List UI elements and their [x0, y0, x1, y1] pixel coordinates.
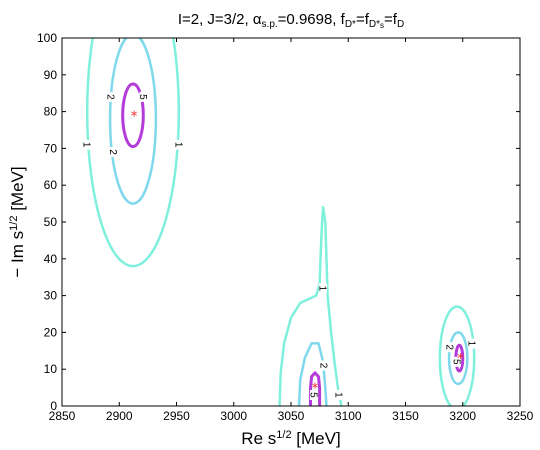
contour-label-bg — [335, 389, 344, 400]
cluster-c-level-1 — [438, 305, 476, 406]
contour-label: 2 — [107, 149, 118, 155]
contour-label: 1 — [465, 341, 476, 347]
axis-label-sup: 1/2 — [8, 216, 20, 231]
x-tick-label: 2950 — [163, 409, 190, 423]
y-tick-label: 20 — [44, 325, 58, 339]
contour-label-bg — [453, 356, 462, 367]
title-part: s.p. — [262, 19, 278, 30]
title-part: =0.9698, f — [278, 11, 346, 28]
y-tick-label: 10 — [44, 362, 58, 376]
y-tick-label: 90 — [44, 68, 58, 82]
contour-label: 1 — [333, 392, 344, 398]
x-tick-label: 3200 — [449, 409, 476, 423]
y-tick-label: 60 — [44, 178, 58, 192]
y-axis-label: − Im s1/2 [MeV] — [8, 166, 27, 277]
title-part: D* — [369, 19, 380, 30]
pole-a: * — [131, 109, 138, 124]
axis-label-base: − Im s — [8, 231, 27, 278]
contour-label-bg — [83, 139, 92, 150]
title-part: =f — [384, 11, 398, 28]
contour-label-bg — [319, 283, 328, 294]
contour-label: 2 — [318, 363, 329, 369]
contour-label-bg — [309, 389, 318, 400]
cluster-a-level-1 — [85, 38, 181, 268]
x-axis-ticks: 2850 2900 2950 3000 3050 3100 3150 3200 3250 — [49, 38, 534, 423]
contour-label: 1 — [172, 142, 183, 148]
x-tick-label: 3050 — [278, 409, 305, 423]
contour-label: 1 — [317, 285, 328, 291]
contour-lines — [85, 38, 476, 406]
x-tick-label: 2850 — [49, 409, 76, 423]
contour-label-bg — [446, 342, 455, 353]
contour-label: 5 — [137, 94, 148, 100]
pole-markers: * * * — [131, 109, 464, 396]
contour-label: 1 — [81, 142, 92, 148]
axis-label-sup: 1/2 — [276, 429, 291, 441]
cluster-c-level-2 — [447, 331, 469, 386]
cluster-a-level-2 — [108, 38, 158, 205]
chart-title: I=2, J=3/2, αs.p.=0.9698, fD*=fD*s=fD — [178, 11, 404, 30]
cluster-b-level-2 — [297, 342, 328, 406]
y-tick-label: 50 — [44, 215, 58, 229]
x-tick-label: 3000 — [220, 409, 247, 423]
y-tick-label: 80 — [44, 105, 58, 119]
cluster-b-level-1 — [278, 206, 343, 406]
axis-label-unit: [MeV] — [292, 429, 341, 448]
y-tick-label: 40 — [44, 252, 58, 266]
contour-label-bg — [107, 91, 116, 102]
x-tick-label: 2900 — [106, 409, 133, 423]
axis-label-base: Re s — [241, 429, 276, 448]
contour-label-bg — [320, 360, 329, 371]
title-part: D — [397, 19, 404, 30]
x-tick-label: 3150 — [392, 409, 419, 423]
axis-label-unit: [MeV] — [8, 166, 27, 215]
contour-label: 5 — [451, 359, 462, 365]
title-part: I=2, J=3/2, α — [178, 11, 262, 28]
y-tick-label: 0 — [50, 399, 57, 413]
pole-b: * — [312, 382, 319, 397]
cluster-b-level-5 — [309, 371, 322, 406]
x-axis-label: Re s1/2 [MeV] — [241, 429, 340, 448]
x-tick-label: 3100 — [335, 409, 362, 423]
contour-label-bg — [467, 338, 476, 349]
contour-label: 2 — [444, 344, 455, 350]
y-tick-label: 70 — [44, 141, 58, 155]
y-tick-label: 100 — [37, 31, 57, 45]
contour-label-bg — [174, 139, 183, 150]
contour-label-bg — [139, 91, 148, 102]
x-tick-label: 3250 — [507, 409, 534, 423]
title-part: s — [380, 21, 384, 30]
title-part: D* — [345, 19, 356, 30]
y-axis-ticks: 0 10 20 30 40 50 60 70 80 90 100 — [37, 31, 520, 413]
title-part: =f — [356, 11, 370, 28]
contour-label: 5 — [307, 392, 318, 398]
y-tick-label: 30 — [44, 289, 58, 303]
contour-label: 2 — [105, 94, 116, 100]
pole-c: * — [457, 352, 464, 367]
contour-label-bg — [109, 147, 118, 158]
cluster-a-level-5 — [121, 82, 145, 149]
contour-labels: 1 1 2 2 5 1 1 2 5 1 2 5 — [81, 91, 476, 400]
